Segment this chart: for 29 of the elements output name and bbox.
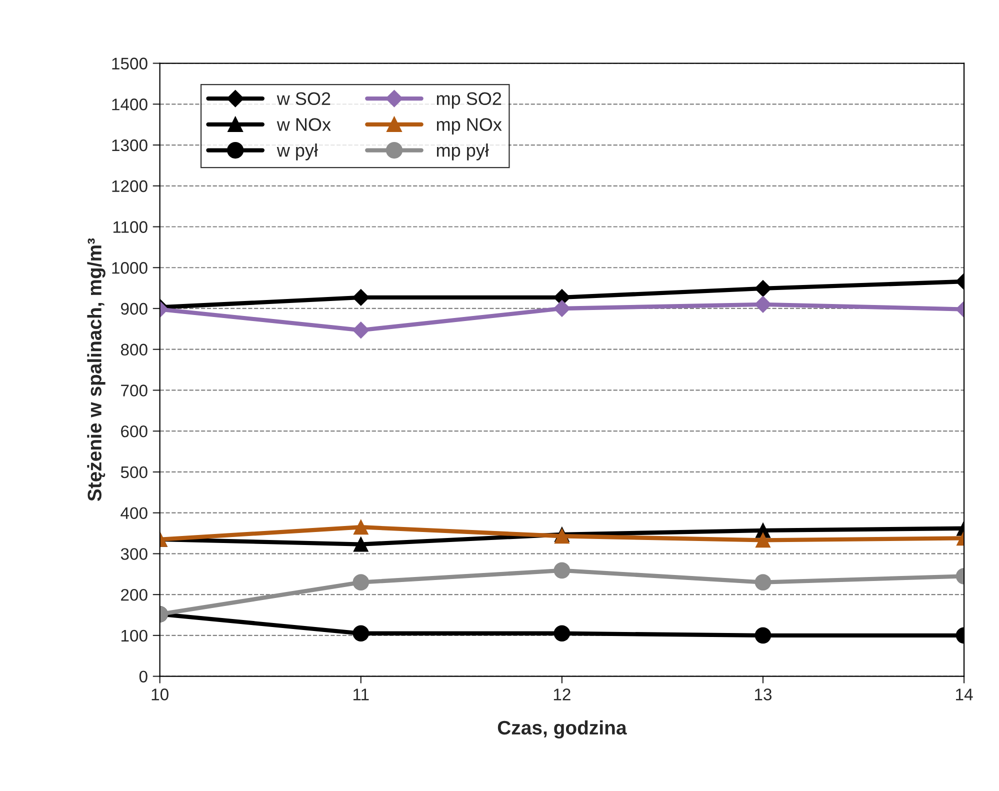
- y-tick-label: 0: [139, 670, 148, 683]
- x-tick-label: 11: [354, 688, 369, 700]
- x-tick-label: 10: [152, 688, 168, 700]
- y-tick-label: 800: [120, 344, 148, 356]
- y-tick-label: 400: [120, 507, 148, 520]
- legend-label: w pył: [276, 144, 318, 160]
- y-tick-label: 300: [120, 548, 148, 560]
- y-tick-label: 1000: [112, 262, 148, 274]
- legend-label: w SO2: [276, 92, 330, 106]
- y-tick-label: 900: [121, 302, 148, 315]
- legend-label: mp pył: [436, 144, 489, 160]
- y-tick-label: 1500: [112, 58, 148, 70]
- x-tick-label: 12: [554, 688, 570, 700]
- y-tick-label: 600: [121, 425, 148, 438]
- x-tick-label: 13: [754, 688, 772, 700]
- y-tick-label: 1200: [112, 180, 148, 192]
- y-tick-label: 500: [120, 466, 148, 478]
- y-tick-label: 200: [121, 588, 148, 601]
- x-axis-title: Czas, godzina: [498, 720, 627, 739]
- y-tick-label: 700: [121, 384, 148, 396]
- y-tick-label: 1300: [112, 139, 148, 152]
- legend-label: mp NOx: [436, 118, 502, 134]
- y-tick-label: 100: [122, 630, 148, 642]
- y-tick-label: 1100: [113, 221, 148, 233]
- legend-label: mp SO2: [436, 92, 502, 109]
- legend-label: w NOx: [276, 118, 331, 131]
- x-tick-label: 14: [956, 688, 973, 700]
- y-tick-label: 1400: [112, 98, 148, 110]
- y-axis-title: Stężenie w spalinach, mg/m³: [87, 238, 106, 502]
